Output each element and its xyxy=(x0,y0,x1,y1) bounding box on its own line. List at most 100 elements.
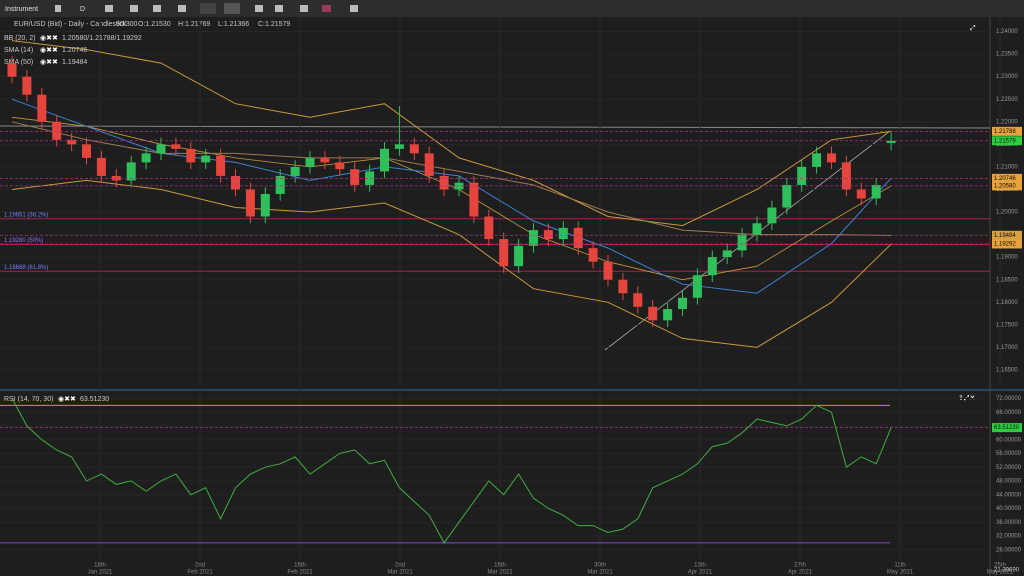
draw-button[interactable] xyxy=(105,5,113,12)
delete-button[interactable] xyxy=(178,5,186,12)
axis-bottom-label: 21.39690 xyxy=(994,568,1020,574)
x-tick-label: Apr 2021 xyxy=(788,570,813,576)
price-marker-label: 1.19292 xyxy=(994,242,1016,248)
candle-body xyxy=(216,155,226,176)
layout-button[interactable] xyxy=(200,3,216,14)
x-tick-label: 25th xyxy=(994,563,1006,569)
candle-body xyxy=(231,175,240,190)
theme-button[interactable] xyxy=(300,5,308,12)
legend-controls: ◉✖✖ xyxy=(40,59,58,66)
candle-body xyxy=(290,166,300,176)
y-tick-label: 1.16500 xyxy=(996,368,1018,374)
y-tick-label: 56.00000 xyxy=(996,451,1022,457)
low-value: L:1.21366 xyxy=(218,21,249,28)
x-tick-label: 30th xyxy=(594,563,606,569)
fib-label: 1.19851 (38.2%) xyxy=(4,212,48,218)
x-tick-label: Apr 2021 xyxy=(688,570,713,576)
period-menu[interactable]: D xyxy=(80,6,85,13)
candle-body xyxy=(812,153,822,167)
candle-body xyxy=(722,250,732,258)
candle-body xyxy=(856,189,866,199)
fib-label: 1.19280 (50%) xyxy=(4,238,43,244)
rsi-name[interactable]: RSI (14, 70, 30) xyxy=(4,396,53,403)
legend-name[interactable]: BB (20, 2) xyxy=(4,35,36,42)
candle-body xyxy=(469,182,479,217)
y-tick-label: 36.00000 xyxy=(996,520,1022,526)
candle-body xyxy=(260,193,270,217)
x-tick-label: 2nd xyxy=(395,563,405,569)
y-tick-label: 68.00000 xyxy=(996,410,1022,416)
fib-label: 1.18688 (61.8%) xyxy=(4,265,48,271)
open-value: O:1.21530 xyxy=(138,21,171,28)
price-marker xyxy=(992,181,1022,191)
candle-body xyxy=(588,248,598,262)
x-tick-label: 13th xyxy=(694,563,706,569)
candle-body xyxy=(737,234,747,251)
candle-body xyxy=(335,162,345,170)
fit-button[interactable] xyxy=(224,3,240,14)
y-tick-label: 52.00000 xyxy=(996,465,1022,471)
candle-body xyxy=(618,279,628,294)
tools-button[interactable] xyxy=(153,5,161,12)
y-tick-label: 1.17000 xyxy=(996,345,1018,351)
chart-title: EUR/USD (Bid) - Daily - Candlestick xyxy=(14,21,127,28)
share-button[interactable] xyxy=(275,5,283,12)
candle-body xyxy=(305,157,315,167)
language-button[interactable] xyxy=(322,5,331,12)
high-value: H:1.21769 xyxy=(178,21,210,28)
candle-body xyxy=(633,293,643,307)
candle-body xyxy=(529,230,538,246)
indicator-button[interactable] xyxy=(255,5,263,12)
y-tick-label: 1.24000 xyxy=(996,29,1018,35)
candle-body xyxy=(439,175,449,190)
x-tick-label: 16th xyxy=(494,563,506,569)
legend-name[interactable]: SMA (50) xyxy=(4,59,33,66)
candle-body xyxy=(52,121,62,140)
candle-body xyxy=(782,184,792,208)
x-tick-label: Mar 2021 xyxy=(487,570,513,576)
candle-body xyxy=(558,227,568,240)
y-tick-label: 1.18000 xyxy=(996,300,1018,306)
x-tick-label: Mar 2021 xyxy=(587,570,613,576)
rsi-marker-label: 63.51230 xyxy=(994,425,1020,431)
x-tick-label: May 2021 xyxy=(987,570,1014,576)
x-tick-label: 27th xyxy=(794,563,806,569)
x-tick-label: 11th xyxy=(894,563,905,569)
candle-body xyxy=(126,162,136,181)
candle-body xyxy=(365,171,375,185)
popout-button[interactable] xyxy=(350,5,358,12)
trend-line[interactable] xyxy=(0,125,991,129)
legend-controls: ◉✖✖ xyxy=(40,35,58,42)
candle-body xyxy=(827,153,836,163)
legend-name[interactable]: SMA (14) xyxy=(4,47,33,54)
candle-body xyxy=(767,207,777,224)
candle-body xyxy=(648,306,658,321)
panel-controls[interactable]: ⇧⤢✕ xyxy=(958,394,975,402)
candle-body xyxy=(156,144,166,154)
y-tick-label: 72.00000 xyxy=(996,396,1022,402)
x-tick-label: Feb 2021 xyxy=(187,570,213,576)
y-tick-label: 1.22000 xyxy=(996,119,1018,125)
instrument-menu[interactable]: Instrument xyxy=(5,6,38,13)
toolbar xyxy=(0,0,1024,17)
chart-type-button[interactable] xyxy=(55,5,61,12)
candle-body xyxy=(186,148,196,163)
bb-lower xyxy=(11,179,892,348)
x-tick-label: Jan 2021 xyxy=(88,570,113,576)
candle-body xyxy=(22,76,32,95)
y-tick-label: 1.20000 xyxy=(996,210,1018,216)
candle-body xyxy=(82,144,91,158)
candle-body xyxy=(171,144,181,149)
pen-button[interactable] xyxy=(130,5,138,12)
x-tick-label: 18th xyxy=(94,563,106,569)
y-tick-label: 28.00000 xyxy=(996,547,1022,553)
rsi-line xyxy=(11,398,892,544)
candle-body xyxy=(752,223,762,235)
expand-icon[interactable]: ⤢ xyxy=(970,25,976,32)
y-tick-label: 48.00000 xyxy=(996,479,1022,485)
candle-body xyxy=(886,140,896,143)
y-tick-label: 44.00000 xyxy=(996,492,1022,498)
candle-body xyxy=(797,166,807,185)
